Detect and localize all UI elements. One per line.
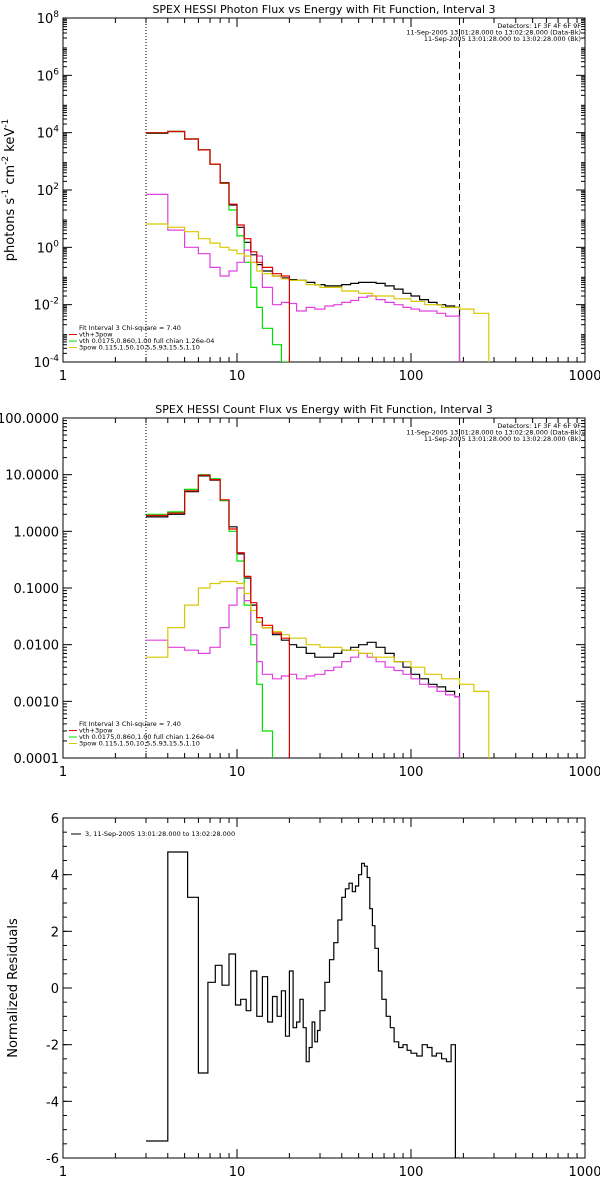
x-tick-label: 1000 <box>568 765 600 780</box>
count-title: SPEX HESSI Count Flux vs Energy with Fit… <box>155 403 492 416</box>
photon-ylabel: photons s-1 cm-2 keV-1 <box>1 119 18 261</box>
ylabel-part: -1 <box>1 189 11 198</box>
y-tick-base: 10 <box>37 12 54 27</box>
y-tick-exponent: 0 <box>53 239 59 249</box>
residuals-ylabel: Normalized Residuals <box>6 918 21 1058</box>
y-tick-base: 10 <box>33 299 50 314</box>
series-line-2 <box>146 587 461 758</box>
y-tick-label: -4 <box>46 1095 59 1110</box>
x-tick-label: 10 <box>229 369 246 384</box>
y-tick-label: 0 <box>51 982 59 997</box>
x-tick-label: 100 <box>399 1165 424 1180</box>
y-tick-label: -6 <box>46 1152 59 1167</box>
y-tick-label: 10.0000 <box>5 469 59 484</box>
fit-info-text: vth+3pow <box>79 331 113 339</box>
y-tick-exponent: 4 <box>53 125 59 135</box>
fit-info-text: 3pow 0.115,1.50,10.5,5.93,15.5,1.10 <box>79 740 200 748</box>
residuals-frame <box>62 817 586 1159</box>
photon-frame <box>62 17 586 363</box>
x-tick-label: 10 <box>229 765 246 780</box>
detector-info-text: 11-Sep-2005 13:01:28.000 to 13:02:28.000… <box>424 35 581 43</box>
series-line-4 <box>146 130 290 362</box>
y-tick-label: 100 <box>37 239 60 256</box>
fit-info-text: Fit Interval 3 Chi-square = 7.40 <box>79 324 181 332</box>
count-frame <box>62 417 586 759</box>
y-tick-label: 6 <box>51 812 59 827</box>
fit-info-text: vth 0.0175,0.860,1.00 full chian 1.26e-0… <box>79 733 214 741</box>
count-panel: SPEX HESSI Count Flux vs Energy with Fit… <box>0 403 600 780</box>
y-tick-base: 10 <box>37 69 54 84</box>
detector-info-text: 11-Sep-2005 13:01:28.000 to 13:02:28.000… <box>406 429 581 437</box>
residuals-plot-area <box>146 851 461 1158</box>
y-tick-exponent: -2 <box>50 297 59 307</box>
series-line-3 <box>146 223 490 362</box>
series-line-4 <box>146 474 290 758</box>
ylabel-part: cm <box>3 165 18 189</box>
detector-info-text: 11-Sep-2005 13:01:28.000 to 13:02:28.000… <box>424 435 581 443</box>
x-tick-label: 1000 <box>568 1165 600 1180</box>
fit-info-text: vth 0.0175,0.860,1.00 full chian 1.26e-0… <box>79 337 214 345</box>
detector-info-text: Detectors: 1F 3F 4F 6F 9F <box>497 22 581 30</box>
series-line-3 <box>146 580 490 758</box>
residuals-panel: 1 10 100 1000 -6 -4 -2 0 2 4 6 Normalized Residuals… <box>6 812 600 1180</box>
series-line-0 <box>146 851 461 1158</box>
y-tick-label: 0.1000 <box>14 582 60 597</box>
detector-info-text: Detectors: 1F 3F 4F 6F 9F <box>497 422 581 430</box>
y-tick-label: 102 <box>37 182 59 199</box>
ylabel-part: keV <box>3 128 18 156</box>
fit-info-text: 3pow 0.115,1.50,10.5,5.93,15.5,1.10 <box>79 344 200 352</box>
x-tick-label: 100 <box>399 369 424 384</box>
y-tick-base: 10 <box>37 127 54 142</box>
y-tick-base: 10 <box>37 184 54 199</box>
photon-plot-area <box>146 130 490 362</box>
x-tick-label: 1 <box>59 369 67 384</box>
y-tick-label: 0.0001 <box>14 752 60 767</box>
ylabel-part: photons s <box>3 198 18 262</box>
y-tick-label: 108 <box>37 10 60 27</box>
y-tick-label: 0.0100 <box>14 639 60 654</box>
y-tick-label: 1.0000 <box>14 525 60 540</box>
fit-info-text: Fit Interval 3 Chi-square = 7.40 <box>79 720 181 728</box>
photon-panel: SPEX HESSI Photon Flux vs Energy with Fi… <box>1 3 600 384</box>
y-tick-label: 10-4 <box>33 354 59 371</box>
y-tick-label: 106 <box>37 67 60 84</box>
ylabel-part: -1 <box>1 119 11 128</box>
x-tick-label: 1 <box>59 1165 67 1180</box>
count-plot-area <box>146 474 490 758</box>
y-tick-exponent: 2 <box>53 182 59 192</box>
y-tick-label: 4 <box>51 869 59 884</box>
series-line-2 <box>146 193 461 362</box>
y-tick-exponent: -4 <box>50 354 59 364</box>
y-tick-label: 100.0000 <box>0 412 59 427</box>
x-tick-label: 1 <box>59 765 67 780</box>
y-tick-base: 10 <box>37 241 54 256</box>
x-tick-label: 100 <box>399 765 424 780</box>
y-tick-exponent: 6 <box>53 67 59 77</box>
ylabel-part: -2 <box>1 156 11 165</box>
y-tick-label: 0.0010 <box>14 695 60 710</box>
y-tick-label: 104 <box>37 125 60 142</box>
x-tick-label: 10 <box>229 1165 246 1180</box>
x-tick-label: 1000 <box>568 369 600 384</box>
y-tick-base: 10 <box>33 356 50 371</box>
photon-title: SPEX HESSI Photon Flux vs Energy with Fi… <box>152 3 495 16</box>
residual-legend-text: 3, 11-Sep-2005 13:01:28.000 to 13:02:28.… <box>85 830 235 838</box>
detector-info-text: 11-Sep-2005 13:01:28.000 to 13:02:28.000… <box>406 29 581 37</box>
y-tick-label: 2 <box>51 925 59 940</box>
y-tick-label: 10-2 <box>33 297 59 314</box>
y-tick-label: -2 <box>46 1039 59 1054</box>
fit-info-text: vth+3pow <box>79 727 113 735</box>
y-tick-exponent: 8 <box>53 10 59 20</box>
